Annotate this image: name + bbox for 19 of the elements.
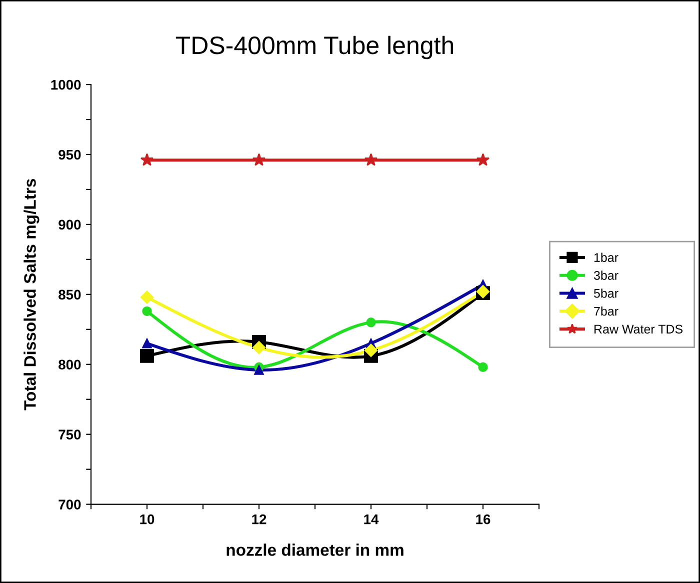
legend-label: 5bar <box>594 288 618 298</box>
legend-label: Raw Water TDS <box>594 324 683 334</box>
legend-label: 3bar <box>594 270 618 280</box>
y-tick-label: 850 <box>58 290 81 300</box>
x-tick-label: 16 <box>476 514 490 524</box>
y-tick-label: 900 <box>58 220 81 230</box>
x-tick-label: 14 <box>364 514 379 524</box>
x-axis-title: nozzle diameter in mm <box>226 544 404 556</box>
x-tick-label: 10 <box>140 514 154 524</box>
y-tick-label: 750 <box>58 430 81 440</box>
y-tick-label: 950 <box>58 150 81 160</box>
legend-label: 1bar <box>594 252 618 262</box>
chart-title: TDS-400mm Tube length <box>176 36 454 60</box>
y-tick-label: 800 <box>58 360 81 370</box>
y-tick-label: 700 <box>58 500 81 510</box>
x-tick-label: 12 <box>252 514 266 524</box>
y-axis-title: Total Dissolved Salts mg/Ltrs <box>24 179 40 410</box>
legend-label: 7bar <box>594 306 618 316</box>
y-tick-label: 1000 <box>51 80 81 90</box>
